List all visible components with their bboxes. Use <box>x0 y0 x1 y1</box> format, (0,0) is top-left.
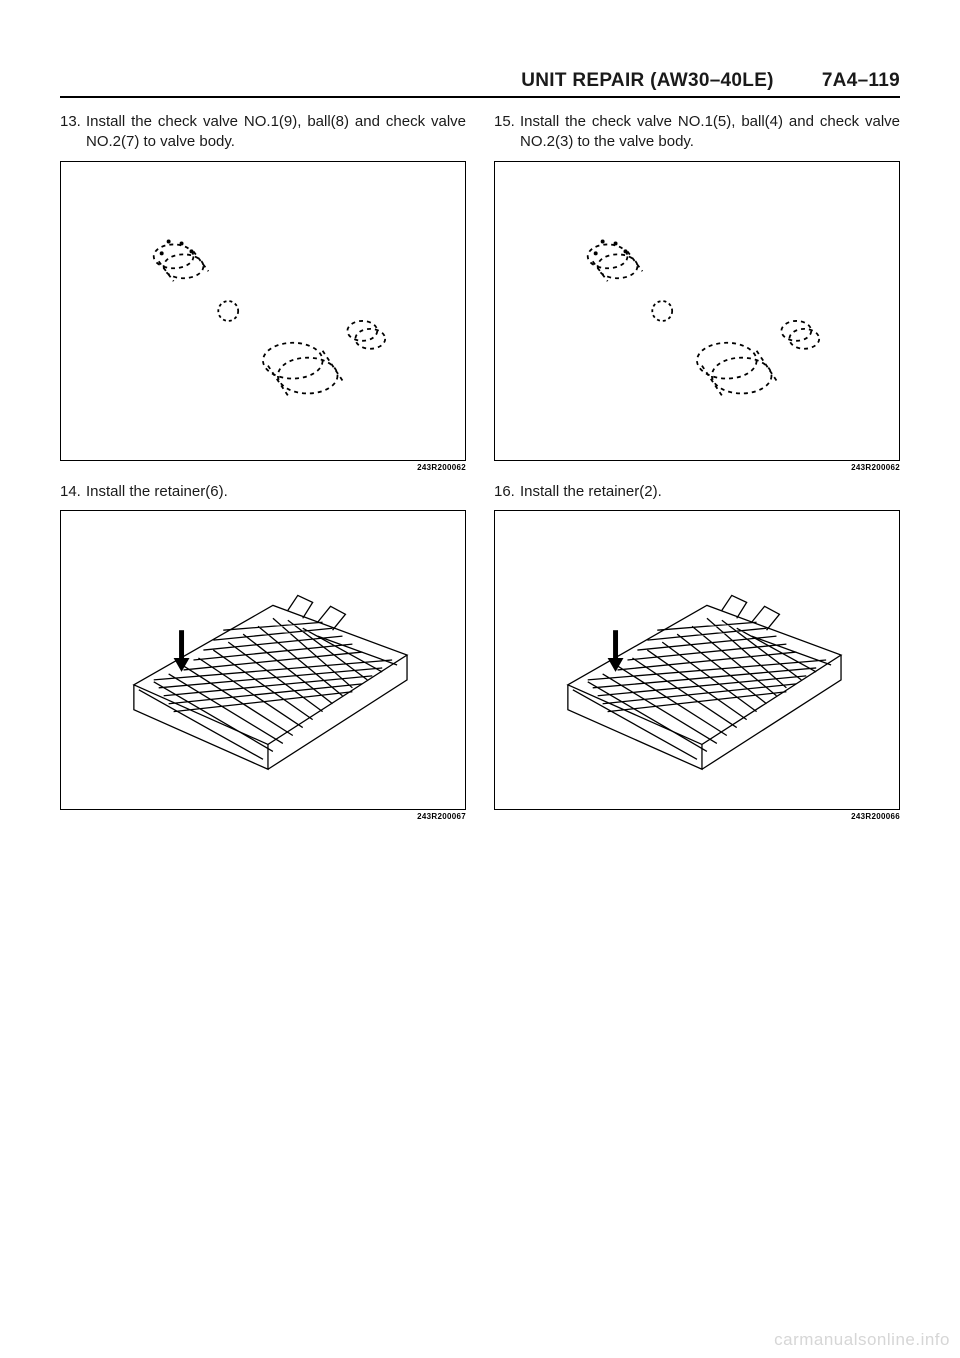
valve-diagram-icon <box>495 162 899 460</box>
page-number: 7A4–119 <box>822 70 900 92</box>
step-text: Install the retainer(6). <box>86 482 466 502</box>
left-column: 13. Install the check valve NO.1(9), bal… <box>60 112 466 831</box>
step-14: 14. Install the retainer(6). <box>60 482 466 502</box>
figure-caption: 243R200062 <box>494 463 900 472</box>
step-number: 13. <box>60 112 86 153</box>
two-column-layout: 13. Install the check valve NO.1(9), bal… <box>60 112 900 831</box>
step-number: 16. <box>494 482 520 502</box>
valve-body-icon <box>61 511 465 809</box>
step-text: Install the check valve NO.1(5), ball(4)… <box>520 112 900 153</box>
figure-caption: 243R200067 <box>60 812 466 821</box>
right-column: 15. Install the check valve NO.1(5), bal… <box>494 112 900 831</box>
figure-valve-body-left <box>60 510 466 810</box>
valve-diagram-icon <box>61 162 465 460</box>
step-15: 15. Install the check valve NO.1(5), bal… <box>494 112 900 153</box>
step-text: Install the check valve NO.1(9), ball(8)… <box>86 112 466 153</box>
step-number: 14. <box>60 482 86 502</box>
watermark-text: carmanualsonline.info <box>774 1330 950 1350</box>
figure-check-valves-left <box>60 161 466 461</box>
step-16: 16. Install the retainer(2). <box>494 482 900 502</box>
step-13: 13. Install the check valve NO.1(9), bal… <box>60 112 466 153</box>
step-text: Install the retainer(2). <box>520 482 900 502</box>
figure-caption: 243R200062 <box>60 463 466 472</box>
figure-valve-body-right <box>494 510 900 810</box>
figure-caption: 243R200066 <box>494 812 900 821</box>
step-number: 15. <box>494 112 520 153</box>
valve-body-icon <box>495 511 899 809</box>
page-header: UNIT REPAIR (AW30–40LE) 7A4–119 <box>60 70 900 98</box>
figure-check-valves-right <box>494 161 900 461</box>
section-title: UNIT REPAIR (AW30–40LE) <box>521 70 774 92</box>
document-page: UNIT REPAIR (AW30–40LE) 7A4–119 13. Inst… <box>0 0 960 1358</box>
